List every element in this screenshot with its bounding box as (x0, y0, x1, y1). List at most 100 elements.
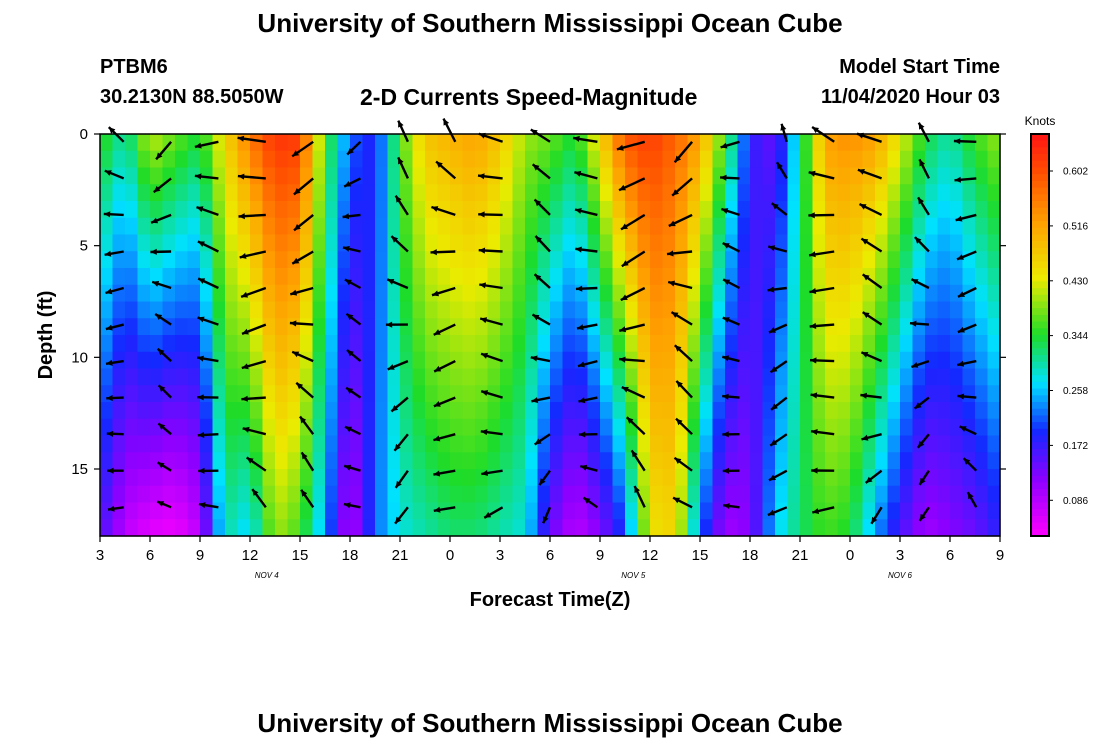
heatmap-cell (775, 217, 789, 236)
vector-head (722, 243, 730, 249)
heatmap-cell (562, 150, 576, 169)
heatmap-cell (612, 301, 626, 319)
heatmap-cell (862, 485, 876, 504)
heatmap-cell (312, 251, 326, 269)
heatmap-cell (225, 502, 239, 520)
heatmap-cell (775, 184, 789, 202)
vector-head (106, 395, 113, 402)
heatmap-cell (312, 485, 326, 504)
heatmap-cell (637, 268, 651, 286)
heatmap-cell (237, 368, 251, 386)
heatmap-cell (225, 201, 239, 219)
vector-head (578, 361, 585, 368)
heatmap-cell (950, 385, 964, 403)
heatmap-cell (225, 368, 239, 386)
heatmap-cell (312, 150, 326, 169)
heatmap-cell (925, 217, 939, 236)
heatmap-cell (800, 335, 814, 353)
vector-head (626, 417, 634, 424)
heatmap-cell (800, 150, 814, 169)
colorbar-segment (1031, 428, 1049, 437)
heatmap-cell (762, 502, 776, 520)
heatmap-cell (275, 150, 289, 169)
heatmap-cell (712, 502, 726, 520)
heatmap-cell (550, 385, 564, 403)
heatmap-cell (450, 301, 464, 319)
heatmap-cell (887, 335, 901, 353)
vector-head (809, 322, 817, 329)
heatmap-cell (537, 301, 551, 319)
heatmap-cell (150, 435, 164, 453)
heatmap-cell (725, 134, 739, 152)
vector-head (767, 509, 775, 516)
heatmap-cell (750, 134, 764, 152)
vector-head (917, 440, 925, 448)
heatmap-cell (912, 234, 926, 252)
vector-head (242, 426, 250, 433)
heatmap-cell (462, 335, 476, 353)
heatmap-cell (800, 217, 814, 236)
heatmap-cell (550, 134, 564, 152)
heatmap-cell (887, 385, 901, 403)
heatmap-cell (737, 502, 751, 520)
vector-head (343, 245, 350, 252)
heatmap-cell (500, 284, 514, 303)
heatmap-cell (137, 301, 151, 319)
heatmap-cell (787, 452, 801, 470)
heatmap-cell (900, 150, 914, 169)
heatmap-cell (962, 519, 976, 537)
colorbar-tick-label: 0.516 (1063, 221, 1088, 232)
heatmap-cell (812, 452, 826, 470)
colorbar-segment (1031, 214, 1049, 222)
heatmap-cell (787, 335, 801, 353)
heatmap-cell (325, 469, 339, 487)
vector-head (621, 387, 629, 393)
heatmap-cell (625, 402, 639, 420)
vector-head (157, 348, 165, 356)
heatmap-cell (912, 368, 926, 386)
colorbar-tick-label: 0.602 (1063, 167, 1088, 178)
heatmap-cell (537, 217, 551, 236)
heatmap-cell (600, 469, 614, 487)
vector-head (346, 313, 354, 321)
heatmap-cell (687, 519, 701, 537)
heatmap-cell (837, 485, 851, 504)
heatmap-cell (575, 184, 589, 202)
heatmap-cell (362, 234, 376, 252)
heatmap-cell (762, 435, 776, 453)
heatmap-cell (362, 318, 376, 336)
heatmap-cell (762, 201, 776, 219)
heatmap-cell (925, 150, 939, 169)
heatmap-cell (650, 167, 664, 185)
heatmap-cell (225, 519, 239, 537)
heatmap-cell (412, 519, 426, 537)
heatmap-cell (525, 469, 539, 487)
heatmap-cell (425, 385, 439, 403)
heatmap-cell (962, 469, 976, 487)
heatmap-cell (112, 368, 126, 386)
vector-head (158, 385, 166, 392)
x-tick-label: 3 (96, 547, 104, 564)
colorbar-segment (1031, 261, 1049, 269)
heatmap-cell (300, 335, 314, 353)
heatmap-cell (500, 301, 514, 319)
colorbar-segment (1031, 442, 1049, 450)
heatmap-cell (775, 251, 789, 269)
heatmap-cell (200, 519, 214, 537)
heatmap-cell (412, 418, 426, 437)
vector-head (957, 326, 965, 333)
heatmap-cell (337, 452, 351, 470)
heatmap-cell (900, 402, 914, 420)
vector-head (237, 173, 245, 180)
heatmap-cell (150, 402, 164, 420)
heatmap-cell (700, 201, 714, 219)
heatmap-cell (875, 452, 889, 470)
vector-head (107, 467, 114, 474)
heatmap-cell (937, 268, 951, 286)
heatmap-cell (812, 150, 826, 169)
heatmap-cell (712, 268, 726, 286)
heatmap-cell (412, 150, 426, 169)
heatmap-cell (137, 385, 151, 403)
heatmap-cell (487, 167, 501, 185)
